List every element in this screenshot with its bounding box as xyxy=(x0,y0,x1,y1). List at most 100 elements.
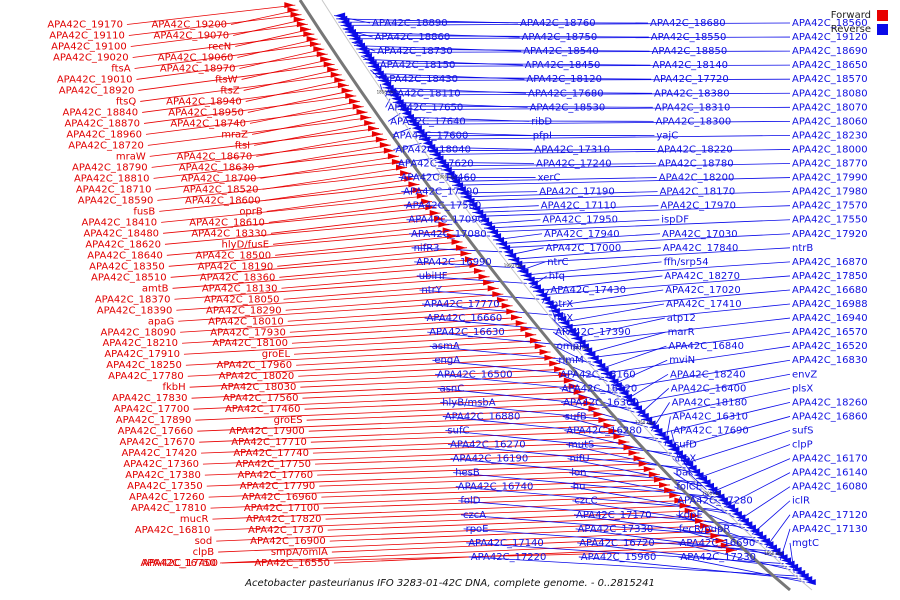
forward-gene-arrow xyxy=(613,433,624,440)
reverse-leader-lines xyxy=(334,15,805,583)
reverse-gene-arrow xyxy=(447,174,458,181)
forward-leader-line xyxy=(221,549,737,564)
reverse-gene-label: APA42C_17720 xyxy=(653,74,729,85)
reverse-gene-label: hfq xyxy=(549,271,565,282)
forward-gene-arrow xyxy=(364,119,375,126)
reverse-gene-arrow xyxy=(343,25,354,32)
reverse-leader-line xyxy=(458,500,742,525)
forward-gene-label: APA42C_19200 xyxy=(151,19,227,30)
forward-gene-arrow xyxy=(506,308,517,315)
forward-gene-label: mraW xyxy=(116,151,146,162)
forward-gene-label: APA42C_18190 xyxy=(198,261,274,272)
reverse-gene-arrow xyxy=(635,409,646,416)
forward-leader-line xyxy=(197,413,605,432)
forward-leader-line xyxy=(233,19,305,36)
reverse-gene-arrow xyxy=(401,110,412,117)
reverse-leader-line xyxy=(499,233,791,249)
forward-gene-arrow xyxy=(371,130,382,137)
forward-gene-label: oprB xyxy=(239,206,263,217)
reverse-gene-arrow xyxy=(728,507,739,514)
reverse-gene-arrow xyxy=(482,221,493,228)
forward-gene-arrow xyxy=(348,98,359,105)
reverse-leader-line xyxy=(347,35,649,38)
forward-leader-line xyxy=(183,334,537,355)
reverse-gene-label: APA42C_18760 xyxy=(520,18,596,29)
reverse-gene-label: hesB xyxy=(455,468,480,479)
reverse-leader-line xyxy=(435,161,535,164)
reverse-gene-arrow xyxy=(352,39,363,46)
reverse-leader-line xyxy=(561,402,649,428)
forward-gene-arrow xyxy=(715,537,726,544)
reverse-leader-line xyxy=(421,303,553,316)
forward-leader-line xyxy=(126,4,296,25)
forward-gene-arrow xyxy=(659,481,670,488)
reverse-leader-line xyxy=(418,135,791,140)
reverse-gene-arrow xyxy=(553,311,564,318)
forward-leader-line xyxy=(180,311,518,333)
forward-gene-label: APA42C_18640 xyxy=(87,250,163,261)
forward-gene-label: APA42C_18100 xyxy=(212,338,288,349)
forward-gene-arrow xyxy=(400,170,411,177)
reverse-gene-arrow xyxy=(339,19,350,26)
reverse-gene-label: APA42C_18260 xyxy=(792,397,868,408)
reverse-gene-label: APA42C_16500 xyxy=(437,369,513,380)
reverse-gene-label: sufD xyxy=(674,440,697,451)
forward-gene-label: APA42C_17420 xyxy=(121,448,197,459)
forward-gene-arrow xyxy=(492,291,503,298)
forward-gene-label: smpA/omlA xyxy=(271,547,328,558)
forward-gene-label: APA42C_19100 xyxy=(51,41,127,52)
forward-leader-line xyxy=(302,385,580,399)
reverse-gene-label: APA42C_18650 xyxy=(792,60,868,71)
reverse-gene-arrow xyxy=(458,190,469,197)
reverse-gene-label: pfpI xyxy=(533,130,552,141)
reverse-gene-label: iclR xyxy=(792,496,810,507)
reverse-gene-arrow xyxy=(752,531,763,538)
forward-gene-arrow xyxy=(330,71,341,78)
forward-leader-line xyxy=(134,43,322,69)
forward-gene-arrow xyxy=(412,187,423,194)
forward-leader-line xyxy=(157,172,412,201)
figure-caption: Acetobacter pasteurianus IFO 3283-01-42C… xyxy=(245,578,655,589)
forward-gene-arrow xyxy=(674,497,685,504)
reverse-gene-label: lon xyxy=(571,468,586,479)
reverse-gene-arrow xyxy=(371,66,382,73)
reverse-leader-line xyxy=(432,359,605,378)
reverse-leader-line xyxy=(395,158,433,164)
forward-gene-arrow xyxy=(320,56,331,63)
forward-gene-label: APA42C_18810 xyxy=(74,173,150,184)
forward-gene-label: APA42C_19020 xyxy=(53,52,129,63)
forward-gene-arrow xyxy=(469,262,480,269)
forward-gene-label: APA42C_17400 xyxy=(142,558,218,569)
reverse-gene-arrow xyxy=(534,288,545,295)
forward-gene-arrow xyxy=(438,221,449,228)
reverse-gene-label: APA42C_17980 xyxy=(792,187,868,198)
reverse-leader-line xyxy=(565,444,690,472)
reverse-gene-label: APA42C_17220 xyxy=(471,552,547,563)
reverse-gene-arrow xyxy=(738,517,749,524)
reverse-gene-label: APA42C_18000 xyxy=(792,144,868,155)
forward-gene-label: APA42C_17710 xyxy=(231,437,307,448)
forward-gene-arrow xyxy=(664,487,675,494)
reverse-leader-line xyxy=(529,275,548,288)
reverse-gene-label: sufC xyxy=(447,425,469,436)
forward-leader-line xyxy=(199,425,615,443)
forward-gene-arrow xyxy=(720,542,731,549)
forward-gene-arrow xyxy=(689,512,700,519)
reverse-gene-arrow xyxy=(540,296,551,303)
forward-gene-label: fkbH xyxy=(162,382,185,393)
reverse-leader-line xyxy=(385,90,653,94)
reverse-leader-line xyxy=(610,359,668,386)
reverse-leader-line xyxy=(406,219,479,221)
reverse-gene-arrow xyxy=(659,435,670,442)
reverse-gene-arrow xyxy=(485,225,496,232)
forward-gene-arrow xyxy=(383,147,394,154)
reverse-gene-label: APA42C_17120 xyxy=(792,510,868,521)
reverse-leader-line xyxy=(664,416,671,446)
reverse-gene-label: baf xyxy=(676,468,692,479)
forward-gene-label: APA42C_18670 xyxy=(177,151,253,162)
forward-leader-line xyxy=(279,258,476,278)
reverse-gene-arrow xyxy=(479,217,490,224)
reverse-gene-label: APA42C_18460 xyxy=(401,173,477,184)
forward-gene-label: APA42C_18390 xyxy=(97,305,173,316)
reverse-gene-label: APA42C_17770 xyxy=(424,299,500,310)
